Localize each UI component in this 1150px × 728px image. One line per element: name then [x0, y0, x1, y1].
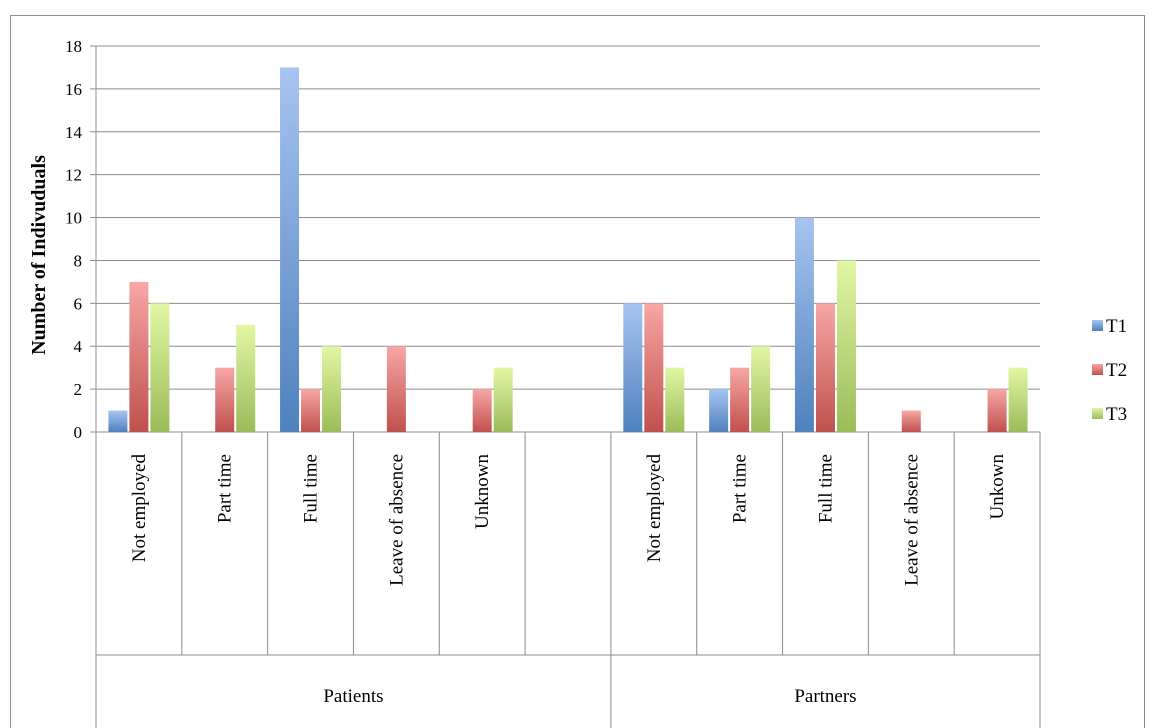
y-tick-label: 0	[74, 423, 83, 442]
bar-t1	[108, 410, 128, 432]
bar-t3	[322, 346, 342, 432]
category-label: Part time	[730, 454, 751, 523]
legend-label-t3: T3	[1106, 404, 1127, 425]
bar-t2	[215, 367, 235, 432]
legend-swatch-t3	[1092, 408, 1103, 419]
group-labels: Patients Partners	[323, 686, 856, 707]
legend-swatch-t1	[1092, 320, 1103, 331]
y-tick-label: 14	[65, 123, 83, 142]
y-tick-label: 8	[74, 251, 83, 270]
bar-t2	[472, 389, 492, 432]
bar-t3	[236, 324, 256, 432]
bar-t2	[301, 389, 321, 432]
y-tick-label: 10	[65, 209, 82, 228]
bar-t3	[1008, 367, 1028, 432]
bar-t2	[386, 346, 406, 432]
bar-t2	[730, 367, 750, 432]
category-label: Leave of absence	[901, 454, 922, 586]
bar-t3	[665, 367, 685, 432]
y-tick-label: 4	[74, 337, 83, 356]
y-tick-label: 16	[65, 80, 82, 99]
bar-t2	[987, 389, 1007, 432]
bars	[108, 67, 1028, 432]
bar-t3	[751, 346, 771, 432]
category-label: Full time	[301, 454, 322, 523]
legend-swatch-t2	[1092, 364, 1103, 375]
category-label: Not employed	[644, 454, 665, 563]
group-label: Partners	[794, 686, 856, 707]
y-tick-label: 6	[74, 294, 83, 313]
legend-label-t2: T2	[1106, 360, 1127, 381]
y-tick-labels: 0 2 4 6 8 10 12 14 16 18	[65, 37, 83, 442]
bar-t3	[150, 303, 170, 432]
bar-t2	[815, 303, 835, 432]
bar-t1	[280, 67, 300, 432]
axes	[90, 45, 1041, 728]
legend: T1 T2 T3	[1092, 316, 1127, 425]
y-tick-label: 2	[74, 380, 83, 399]
category-label: Unknown	[472, 454, 493, 529]
bar-t3	[493, 367, 513, 432]
chart-frame	[10, 15, 1145, 728]
category-label: Leave of absence	[386, 454, 407, 586]
category-label: Full time	[815, 454, 836, 523]
bar-t1	[794, 217, 814, 432]
y-tick-label: 18	[65, 37, 82, 56]
category-label: Unkown	[987, 454, 1008, 520]
category-label: Not employed	[129, 454, 150, 563]
group-label: Patients	[323, 686, 383, 707]
category-label: Part time	[215, 454, 236, 523]
bar-t3	[836, 260, 856, 432]
category-labels: Not employed Part time Full time Leave of a…	[129, 454, 1008, 586]
bar-t1	[623, 303, 643, 432]
bar-t1	[709, 389, 729, 432]
legend-label-t1: T1	[1106, 316, 1127, 337]
bar-t2	[644, 303, 664, 432]
y-tick-label: 12	[65, 166, 82, 185]
y-axis-label: Number of Indivuduals	[28, 155, 50, 355]
bar-t2	[901, 410, 921, 432]
bar-t2	[129, 281, 149, 432]
